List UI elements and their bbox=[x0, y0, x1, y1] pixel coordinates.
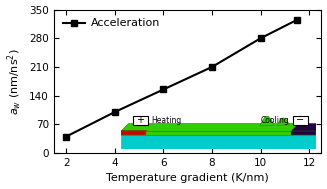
Acceleration bbox=[259, 37, 263, 39]
Acceleration bbox=[295, 19, 299, 21]
Y-axis label: $a_w$ (nm/ns$^2$): $a_w$ (nm/ns$^2$) bbox=[6, 48, 24, 115]
Legend: Acceleration: Acceleration bbox=[60, 15, 163, 32]
Acceleration bbox=[113, 111, 117, 113]
Line: Acceleration: Acceleration bbox=[62, 16, 301, 140]
X-axis label: Temperature gradient (K/nm): Temperature gradient (K/nm) bbox=[106, 174, 269, 184]
Acceleration bbox=[210, 66, 214, 68]
Acceleration bbox=[162, 88, 165, 91]
Acceleration bbox=[64, 136, 68, 138]
